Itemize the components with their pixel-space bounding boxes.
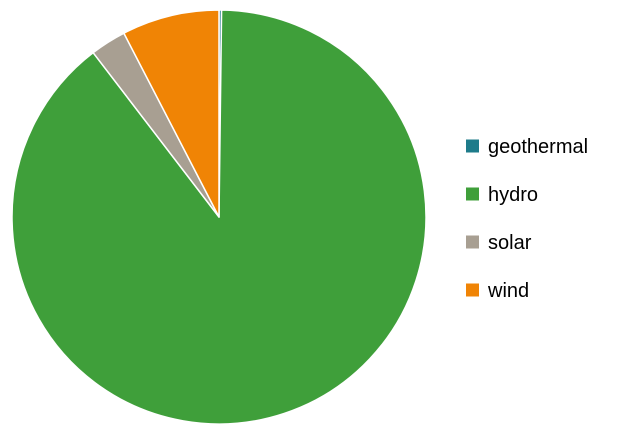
legend-label-solar: solar: [488, 232, 532, 254]
pie-slice-wind: [123, 9, 220, 218]
legend-item-wind: wind: [466, 280, 529, 302]
legend-swatch-geothermal: [466, 139, 479, 153]
legend-swatch-hydro: [466, 187, 479, 201]
pie-slices: [11, 9, 427, 424]
legend-label-wind: wind: [487, 280, 529, 302]
legend-item-geothermal: geothermal: [466, 136, 588, 158]
legend-label-hydro: hydro: [488, 184, 538, 206]
legend-label-geothermal: geothermal: [488, 136, 588, 158]
legend-item-hydro: hydro: [466, 184, 538, 206]
legend: geothermal hydro solar wind: [466, 136, 588, 302]
legend-swatch-wind: [466, 283, 479, 297]
legend-item-solar: solar: [466, 232, 532, 254]
legend-swatch-solar: [466, 235, 479, 249]
